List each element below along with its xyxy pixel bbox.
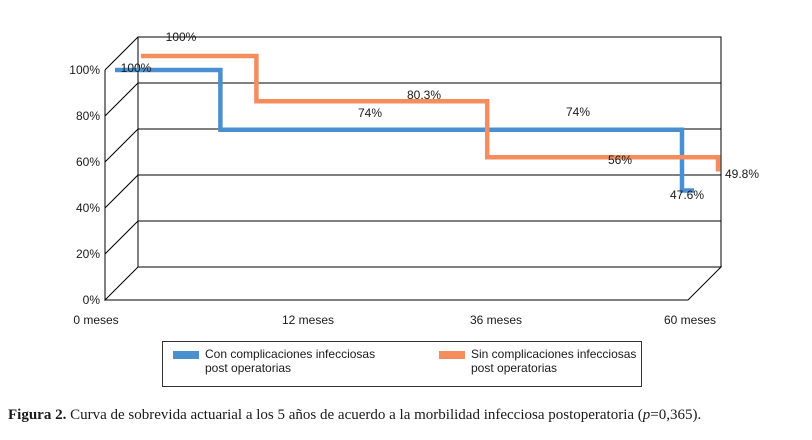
x-axis-ticks: 0 meses 12 meses 36 meses 60 meses [73,313,716,327]
legend-item-con: Con complicaciones infecciosas post oper… [173,347,380,375]
x-tick-label: 60 meses [664,313,716,327]
back-wall [137,36,722,268]
figure-caption: Figura 2. Curva de sobrevida actuarial a… [8,407,808,424]
caption-text-after: =0,365). [650,407,702,423]
data-label-1-0: 100% [166,30,197,44]
gridline-side [104,174,139,209]
y-tick-label: 20% [76,247,100,261]
y-tick-label: 100% [69,63,100,77]
data-label-0-3: 47.6% [670,188,704,202]
data-labels: 100% 74% 74% 47.6% 100% 80.3% 56% 49.8% [121,30,760,202]
gridline-side [104,220,139,255]
side-wall-top-edge [104,36,139,71]
x-tick-label: 0 meses [73,313,118,327]
data-label-1-1: 80.3% [407,88,441,102]
data-label-1-3: 49.8% [725,167,759,181]
gridline-side [104,82,139,117]
survival-chart: 0% 20% 40% 60% 80% 100% 0 meses 12 meses 36 mes… [69,30,760,327]
legend-swatch-con [173,351,199,359]
y-tick-label: 80% [76,109,100,123]
chart-grid [103,36,723,301]
legend-label-sin-line2: post operatorias [471,361,558,375]
series-line-1 [141,53,721,172]
caption-label: Figura 2. [8,407,67,423]
chart-legend: Con complicaciones infecciosas post oper… [162,341,642,387]
y-axis-ticks: 0% 20% 40% 60% 80% 100% [69,63,100,307]
x-tick-label: 12 meses [282,313,334,327]
y-tick-label: 40% [76,201,100,215]
series-line-0 [115,67,694,193]
chart-series [115,53,721,193]
caption-p-symbol: p [642,407,651,423]
legend-item-sin: Sin complicaciones infecciosas post oper… [439,347,646,375]
legend-label-sin-line1: Sin complicaciones infecciosas [471,347,637,361]
y-tick-label: 60% [76,155,100,169]
floor-plane [103,266,723,301]
legend-swatch-sin [439,351,465,359]
legend-label-con: Con complicaciones infecciosas post oper… [205,347,380,375]
data-label-1-2: 56% [608,153,632,167]
legend-label-con-line1: Con complicaciones infecciosas [205,347,376,361]
caption-text-before: Curva de sobrevida actuarial a los 5 año… [66,407,643,423]
gridline-side [104,128,139,163]
data-label-0-0: 100% [121,61,152,75]
x-tick-label: 36 meses [470,313,522,327]
y-tick-label: 0% [83,293,101,307]
legend-label-sin: Sin complicaciones infecciosas post oper… [471,347,646,375]
legend-label-con-line2: post operatorias [205,361,292,375]
data-label-0-2: 74% [566,105,590,119]
data-label-0-1: 74% [358,106,382,120]
